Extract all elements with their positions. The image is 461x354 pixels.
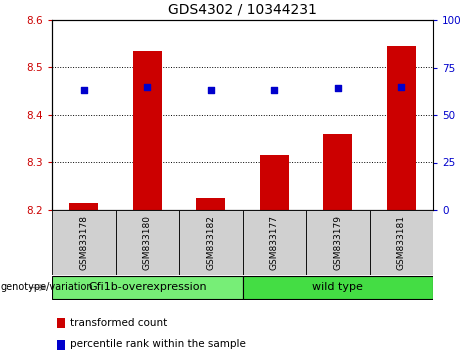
- Text: wild type: wild type: [312, 282, 363, 292]
- Bar: [179, 210, 242, 275]
- Text: GSM833182: GSM833182: [206, 215, 215, 270]
- Bar: [242, 210, 306, 275]
- Point: [334, 86, 342, 91]
- Point: [143, 84, 151, 89]
- Bar: [306, 210, 370, 275]
- Bar: [116, 210, 179, 275]
- Text: GSM833179: GSM833179: [333, 215, 342, 270]
- Point: [271, 87, 278, 93]
- Text: GSM833180: GSM833180: [143, 215, 152, 270]
- Bar: [196, 198, 225, 210]
- Bar: [52, 276, 242, 299]
- Bar: [260, 155, 289, 210]
- Point: [397, 84, 405, 89]
- Bar: [324, 134, 352, 210]
- Text: percentile rank within the sample: percentile rank within the sample: [70, 339, 245, 349]
- Bar: [133, 51, 161, 210]
- Bar: [242, 276, 433, 299]
- Bar: [370, 210, 433, 275]
- Text: GSM833178: GSM833178: [79, 215, 88, 270]
- Bar: [57, 318, 65, 328]
- Text: GSM833181: GSM833181: [397, 215, 406, 270]
- Text: genotype/variation: genotype/variation: [1, 282, 94, 292]
- Text: Gfi1b-overexpression: Gfi1b-overexpression: [88, 282, 207, 292]
- Point: [80, 87, 88, 93]
- Text: GSM833177: GSM833177: [270, 215, 279, 270]
- Point: [207, 87, 214, 93]
- Bar: [52, 210, 116, 275]
- Text: transformed count: transformed count: [70, 318, 167, 328]
- Bar: [57, 339, 65, 349]
- Bar: [387, 46, 415, 210]
- Title: GDS4302 / 10344231: GDS4302 / 10344231: [168, 2, 317, 16]
- Bar: [70, 203, 98, 210]
